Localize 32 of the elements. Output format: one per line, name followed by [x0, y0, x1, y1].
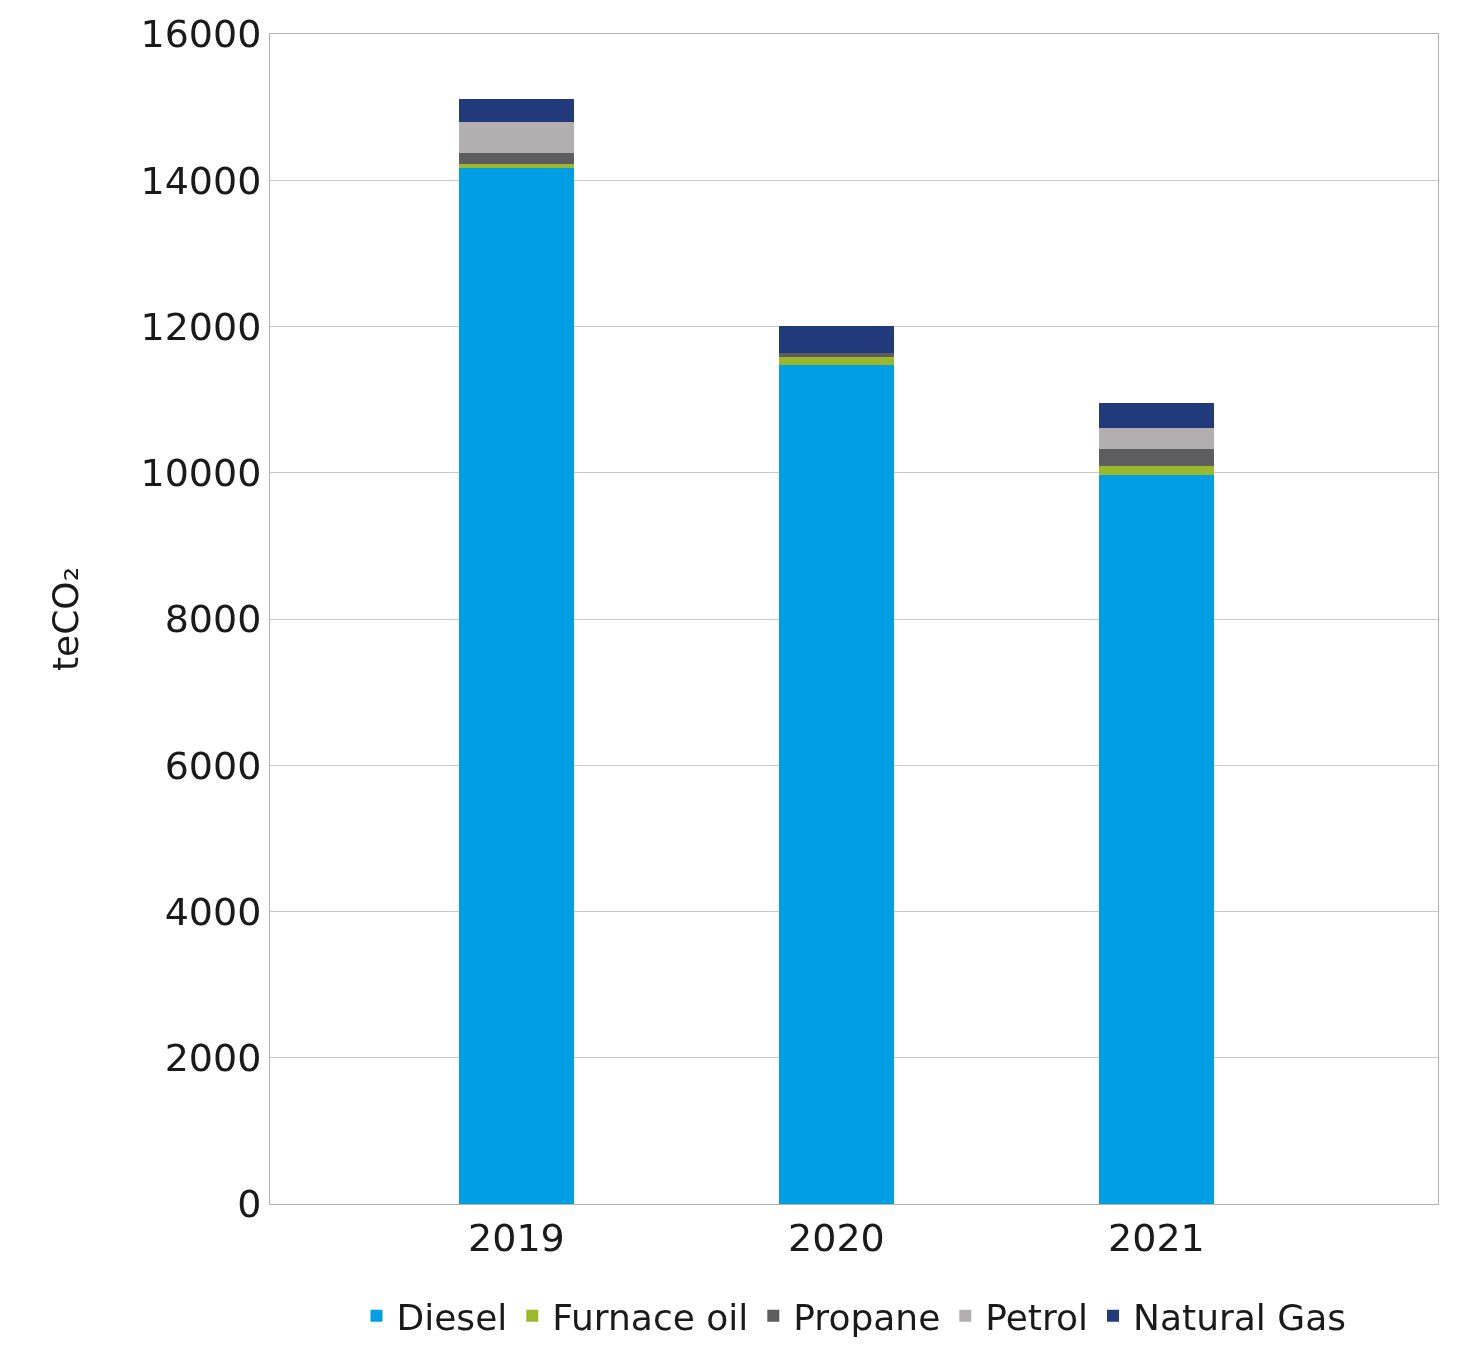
y-tick-label: 4000 [164, 889, 262, 934]
bar [778, 365, 894, 1204]
legend-label: Petrol [985, 1296, 1089, 1338]
y-tick-label: 8000 [164, 597, 262, 642]
bar [778, 357, 894, 366]
bar [458, 164, 574, 168]
x-tick-label: 2021 [1108, 1215, 1205, 1260]
bar [778, 325, 894, 353]
bar [1098, 448, 1214, 467]
y-tick-label: 12000 [140, 304, 262, 349]
y-tick-label: 0 [237, 1182, 262, 1227]
bar [1098, 466, 1214, 475]
y-axis-title: teCO₂ [45, 566, 87, 672]
bar [778, 352, 894, 358]
bar [1098, 474, 1214, 1204]
legend-label: Diesel [396, 1296, 508, 1338]
legend-label: Propane [793, 1296, 941, 1338]
bar [458, 153, 574, 165]
y-tick-label: 6000 [164, 743, 262, 788]
bar [1098, 402, 1214, 429]
y-tick-label: 14000 [140, 158, 262, 203]
legend-label: Natural Gas [1133, 1296, 1346, 1338]
y-tick-label: 16000 [140, 12, 262, 57]
bar [458, 99, 574, 123]
legend-label: Furnace oil [552, 1296, 749, 1338]
y-tick-label: 10000 [140, 451, 262, 496]
bar [458, 167, 574, 1204]
y-tick-label: 2000 [164, 1036, 262, 1081]
bar [458, 122, 574, 154]
bar [1098, 428, 1214, 449]
x-tick-label: 2019 [468, 1215, 565, 1260]
x-tick-label: 2020 [788, 1215, 885, 1260]
